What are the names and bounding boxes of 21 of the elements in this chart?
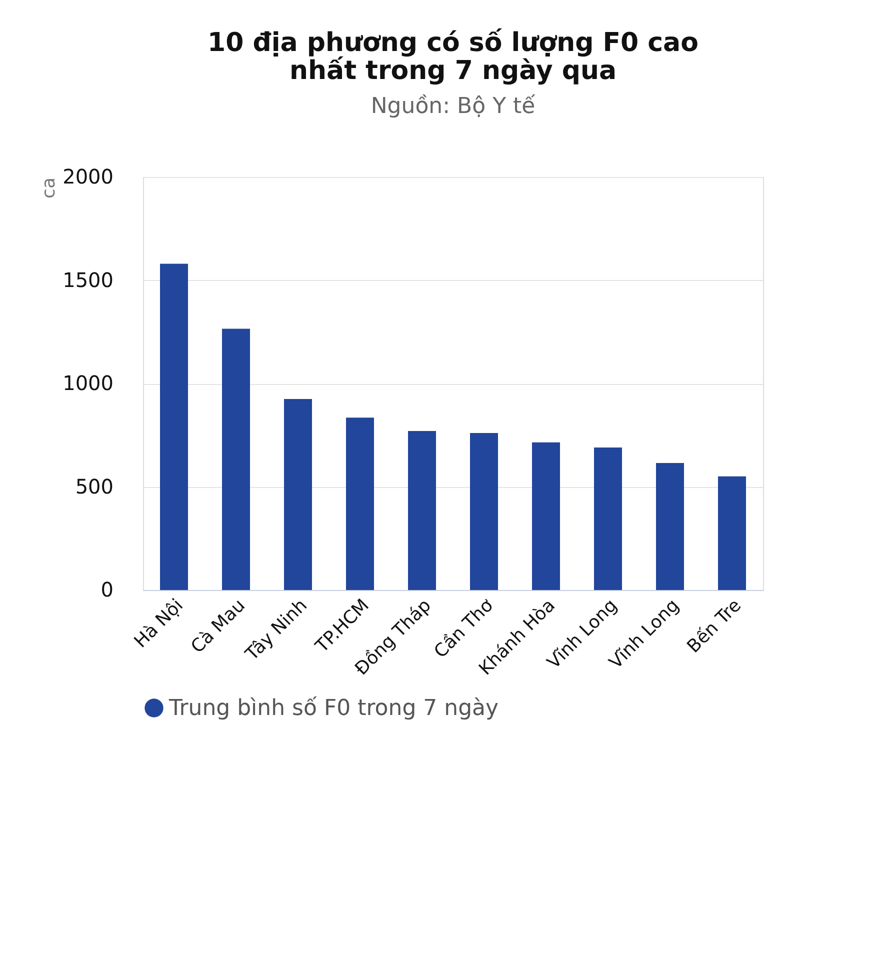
bar [346, 418, 374, 590]
bar [594, 448, 622, 590]
chart-title: 10 địa phương có số lượng F0 cao nhất trong 7 ngày qua [208, 28, 698, 86]
x-tick-label: Bến Tre [683, 595, 746, 658]
y-tick-label: 1500 [62, 268, 114, 292]
legend-label: Trung bình số F0 trong 7 ngày [168, 696, 499, 721]
y-tick-label: 1000 [62, 371, 114, 395]
y-axis-title: ca [38, 178, 60, 198]
bar [470, 433, 498, 590]
chart-subtitle: Nguồn: Bộ Y tế [370, 94, 536, 119]
bar [408, 430, 436, 590]
bar [532, 442, 560, 590]
bar [656, 463, 684, 590]
bar [160, 264, 188, 590]
x-tick-label: Hà Nội [130, 595, 188, 652]
y-tick-label: 0 [100, 578, 114, 602]
bar [222, 328, 250, 590]
y-tick-label: 2000 [62, 164, 114, 188]
y-tick-label: 500 [75, 474, 114, 498]
bar [284, 398, 312, 590]
bar [718, 476, 746, 590]
